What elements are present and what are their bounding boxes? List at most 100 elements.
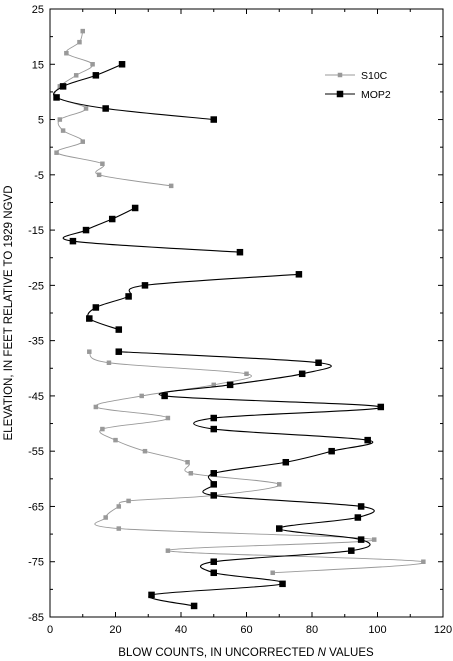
series-mop2-point-25 [364, 436, 371, 444]
x-tick-label-0: 0 [47, 624, 53, 636]
x-tick-label-2: 40 [175, 624, 187, 636]
series-s10c-point-30 [116, 504, 122, 509]
series-mop2 [53, 61, 385, 610]
series-s10c-point-20 [93, 404, 99, 410]
series-s10c-point-13 [96, 172, 102, 178]
series-mop2-point-31 [357, 503, 365, 510]
series-mop2-point-27 [282, 458, 290, 466]
series-mop2-point-21 [161, 392, 168, 400]
x-axis-label-italic: N [318, 647, 327, 659]
x-axis-label: BLOW COUNTS, IN UNCORRECTED N VALUES [118, 647, 374, 659]
series-mop2-point-4 [102, 105, 109, 112]
y-tick-label-5: -25 [28, 280, 44, 292]
series-mop2-point-10 [236, 248, 244, 256]
series-mop2-line-0 [53, 63, 214, 121]
series-mop2-point-7 [108, 215, 116, 223]
series-s10c-point-14 [168, 183, 174, 189]
series-mop2-point-34 [357, 536, 365, 543]
series-mop2-point-19 [298, 370, 306, 378]
ticks-layer: 0 20 40 60 80 100 120 25 15 5 -5 -15 -25 -35 -45 -55 -65… [28, 4, 452, 636]
y-axis-label: ELEVATION, IN FEET RELATIVE TO 1929 NGVD [3, 186, 15, 441]
series-s10c-point-11 [54, 150, 59, 155]
legend: S10C MOP2 [325, 70, 391, 101]
series-mop2-point-36 [210, 558, 217, 565]
series-mop2-point-6 [131, 204, 139, 212]
legend-marker-mop2 [336, 90, 344, 98]
series-mop2-point-26 [328, 447, 335, 455]
series-mop2-point-14 [92, 304, 100, 311]
series-s10c-point-9 [60, 128, 66, 133]
series-mop2-line-2 [87, 273, 299, 331]
series-s10c-line-1 [88, 351, 426, 574]
series-mop2-point-35 [348, 547, 355, 554]
series-s10c-point-8 [57, 117, 63, 122]
series-mop2-point-20 [226, 381, 234, 389]
series-s10c-point-36 [270, 570, 275, 576]
series-s10c-point-27 [277, 482, 282, 487]
y-tick-label-2: 5 [38, 115, 44, 127]
series-s10c-point-3 [90, 62, 95, 67]
series-mop2-point-24 [210, 425, 217, 433]
series-s10c-point-22 [100, 426, 105, 432]
series-mop2-point-17 [115, 348, 123, 355]
series-mop2-point-16 [115, 326, 123, 333]
series-s10c-point-15 [87, 349, 92, 354]
series-s10c-point-29 [126, 498, 131, 504]
y-tick-label-1: 15 [32, 59, 44, 71]
x-tick-label-1: 20 [109, 624, 121, 636]
series-mop2-point-33 [276, 525, 283, 532]
series-s10c-point-31 [103, 515, 108, 520]
y-tick-label-6: -35 [28, 336, 44, 348]
series-s10c [54, 28, 426, 576]
y-tick-label-3: -5 [34, 170, 44, 182]
series-s10c-point-19 [139, 393, 144, 399]
series-mop2-point-40 [190, 602, 198, 610]
series-mop2-point-29 [210, 481, 217, 488]
series-s10c-point-21 [165, 415, 171, 421]
series-mop2-point-5 [210, 116, 217, 123]
series-mop2-point-0 [118, 61, 126, 68]
y-tick-label-9: -65 [28, 501, 44, 513]
series-mop2-line-1 [62, 207, 240, 253]
series-layer [53, 28, 426, 610]
series-mop2-point-3 [53, 94, 60, 101]
series-mop2-point-38 [279, 580, 286, 588]
x-tick-label-5: 100 [368, 624, 386, 636]
series-s10c-point-12 [100, 161, 105, 167]
series-s10c-point-16 [106, 360, 112, 365]
series-s10c-point-34 [165, 548, 171, 553]
series-s10c-point-4 [73, 73, 79, 78]
series-s10c-point-18 [211, 382, 216, 388]
series-mop2-point-8 [82, 226, 90, 234]
series-s10c-point-23 [113, 437, 118, 443]
series-s10c-point-24 [142, 448, 148, 454]
series-s10c-point-26 [188, 471, 194, 476]
y-tick-label-8: -55 [28, 446, 44, 458]
series-mop2-point-22 [377, 403, 385, 411]
series-mop2-point-9 [69, 237, 77, 245]
series-mop2-point-12 [141, 282, 149, 289]
series-mop2-point-28 [210, 470, 217, 477]
series-mop2-point-39 [148, 591, 155, 599]
y-tick-label-4: -15 [28, 225, 44, 237]
y-tick-label-11: -85 [28, 612, 44, 624]
x-axis-label-pre: BLOW COUNTS, IN UNCORRECTED [118, 647, 317, 659]
series-s10c-point-0 [80, 28, 85, 34]
series-mop2-point-23 [210, 414, 217, 422]
series-mop2-point-13 [125, 293, 132, 300]
series-s10c-point-5 [57, 84, 63, 89]
series-mop2-point-15 [86, 315, 93, 322]
x-tick-label-4: 80 [306, 624, 318, 636]
legend-label-mop2: MOP2 [361, 89, 391, 101]
series-s10c-point-7 [83, 106, 89, 111]
series-s10c-point-1 [77, 39, 82, 45]
series-s10c-point-2 [64, 50, 69, 56]
x-tick-label-6: 120 [434, 624, 452, 636]
y-tick-label-7: -45 [28, 391, 44, 403]
series-s10c-line-0 [54, 30, 172, 187]
series-mop2-point-1 [92, 72, 100, 79]
series-s10c-point-10 [80, 139, 85, 144]
series-mop2-point-11 [295, 271, 303, 278]
